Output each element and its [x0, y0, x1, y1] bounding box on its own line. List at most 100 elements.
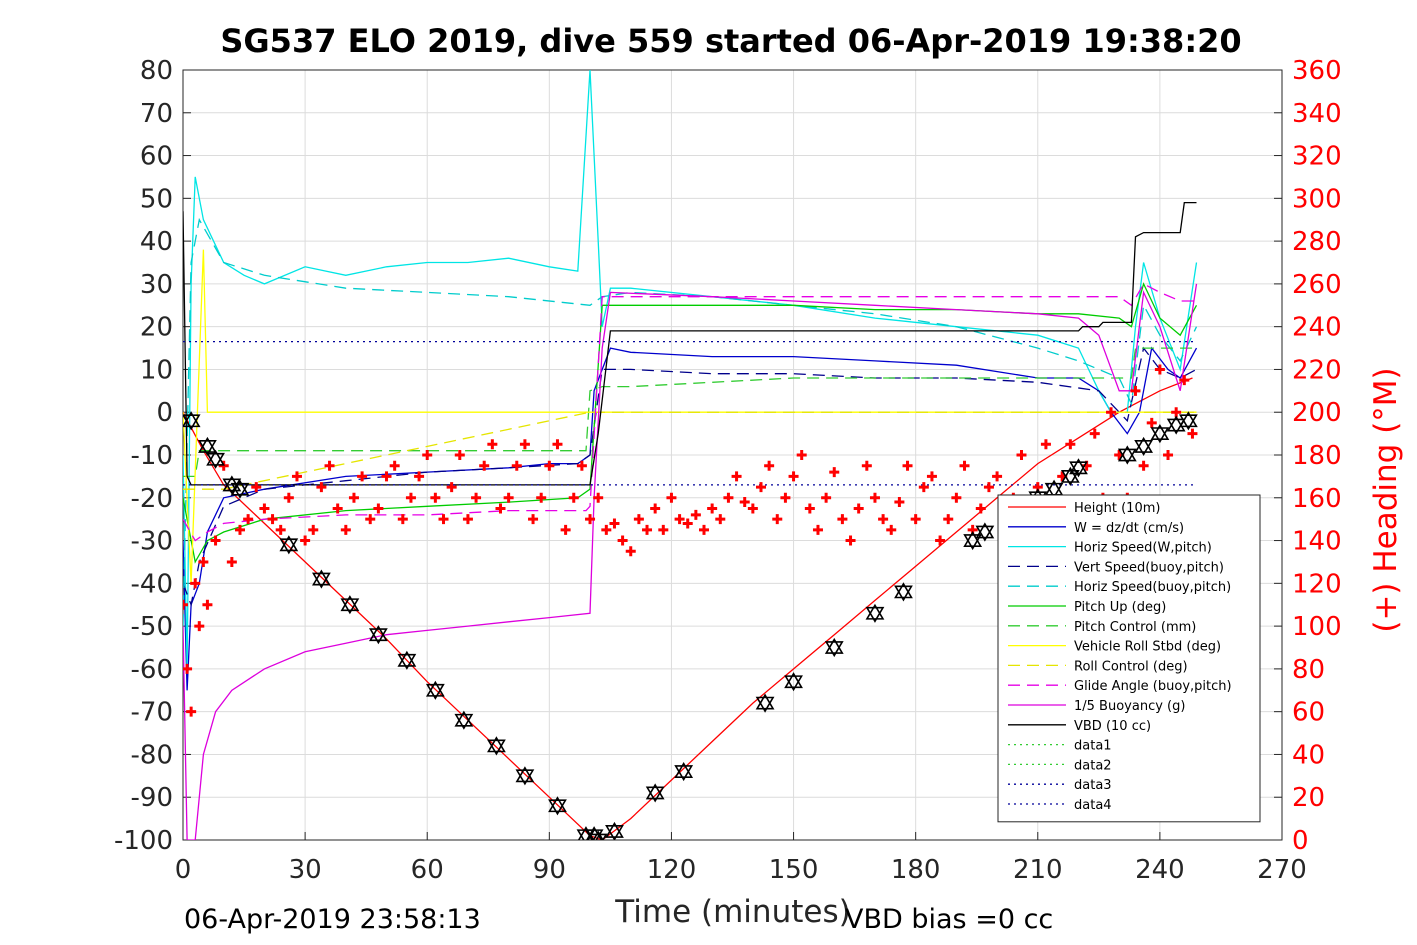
legend-entry: Vehicle Roll Stbd (deg) — [1074, 640, 1221, 655]
depth-marker-descent — [183, 411, 201, 431]
x-tick-label: 270 — [1257, 855, 1307, 885]
y-right-tick-label: 20 — [1292, 783, 1325, 813]
x-axis-label: Time (minutes) — [614, 894, 850, 930]
y-right-tick-label: 260 — [1292, 270, 1342, 300]
heading-point — [1138, 460, 1149, 471]
legend-entry: data4 — [1074, 798, 1112, 813]
heading-point — [422, 450, 433, 460]
y-tick-label: 20 — [140, 313, 173, 343]
heading-point — [511, 460, 522, 471]
legend-entry: Pitch Control (mm) — [1074, 620, 1196, 635]
heading-point — [1065, 439, 1076, 450]
y-right-tick-label: 340 — [1292, 99, 1342, 129]
heading-point — [674, 514, 685, 525]
depth-marker-ascent — [963, 530, 983, 551]
heading-point — [198, 556, 209, 567]
heading-point — [373, 503, 384, 514]
heading-point — [959, 460, 970, 471]
y-right-tick-label: 280 — [1292, 227, 1342, 257]
legend-entry: 1/5 Buoyancy (g) — [1074, 699, 1185, 714]
x-axis: 0 30 60 90 120 150 180 210 240 270 — [175, 832, 1307, 885]
y-right-tick-label: 60 — [1292, 698, 1325, 728]
heading-point — [454, 450, 465, 460]
heading-point — [723, 492, 734, 503]
series-line-8 — [183, 411, 1197, 490]
y-tick-label: -20 — [131, 484, 173, 514]
heading-point — [1130, 385, 1141, 396]
heading-point — [1016, 450, 1027, 460]
legend-box — [997, 494, 1261, 823]
depth-marker-descent — [454, 710, 474, 730]
heading-point — [1163, 450, 1174, 460]
series-line-6 — [183, 347, 1197, 478]
heading-point — [707, 503, 718, 514]
heading-point — [267, 514, 278, 525]
y-tick-label: 30 — [140, 270, 173, 300]
heading-point — [519, 439, 530, 450]
heading-point — [503, 492, 514, 503]
heading-point — [397, 514, 408, 525]
heading-point — [283, 492, 294, 503]
depth-marker-descent — [311, 569, 331, 589]
y-right-tick-label: 80 — [1292, 655, 1325, 685]
y-tick-label: -60 — [131, 655, 173, 685]
series-line-1 — [183, 346, 1198, 691]
y-right-tick-label: 40 — [1292, 740, 1325, 770]
heading-point — [935, 535, 946, 546]
heading-point — [788, 471, 799, 482]
heading-point — [1040, 439, 1051, 450]
legend-entry: Height (10m) — [1074, 501, 1160, 516]
heading-point — [226, 556, 237, 567]
x-tick-label: 150 — [769, 855, 819, 885]
y-right-tick-label: 300 — [1292, 184, 1342, 214]
heading-point — [869, 492, 880, 503]
x-tick-label: 30 — [289, 855, 322, 885]
y-axis-right-label: (+) Heading (°M) — [1368, 367, 1404, 632]
heading-point — [365, 514, 376, 525]
depth-marker-descent — [198, 436, 217, 457]
legend: Height (10m) W = dz/dt (cm/s) Horiz Speed(… — [997, 494, 1261, 823]
heading-point — [715, 514, 726, 525]
heading-point — [479, 460, 490, 471]
y-right-tick-label: 0 — [1292, 826, 1309, 856]
depth-marker-descent — [515, 766, 535, 786]
heading-point — [251, 482, 262, 493]
heading-point — [772, 514, 783, 525]
heading-point — [495, 503, 506, 514]
x-tick-label: 120 — [647, 855, 697, 885]
heading-point — [983, 482, 994, 493]
depth-marker-ascent — [1117, 445, 1137, 465]
y-right-tick-label: 180 — [1292, 441, 1342, 471]
heading-point — [918, 482, 929, 493]
heading-point — [210, 535, 221, 546]
heading-point — [381, 471, 392, 482]
heading-point — [796, 450, 807, 460]
legend-entry: Glide Angle (buoy,pitch) — [1074, 679, 1232, 694]
heading-point — [780, 492, 791, 503]
heading-point — [332, 503, 343, 514]
heading-point — [348, 492, 359, 503]
heading-point — [585, 514, 596, 525]
depth-marker-descent — [230, 479, 250, 499]
depth-marker-descent — [397, 650, 417, 670]
heading-point — [1106, 407, 1117, 418]
heading-point — [1146, 417, 1157, 428]
depth-marker-ascent — [1069, 458, 1088, 478]
depth-marker-ascent — [674, 761, 694, 782]
legend-entry: Horiz Speed(W,pitch) — [1074, 541, 1212, 556]
heading-point — [943, 514, 954, 525]
heading-point — [642, 524, 653, 535]
y-right-tick-label: 120 — [1292, 569, 1342, 599]
heading-point — [234, 524, 245, 535]
x-tick-label: 210 — [1013, 855, 1063, 885]
series-line-7 — [183, 249, 1197, 584]
heading-point — [389, 460, 400, 471]
heading-point — [690, 509, 701, 520]
y-tick-label: 60 — [140, 142, 173, 172]
heading-point — [992, 471, 1003, 482]
heading-point — [812, 524, 823, 535]
heading-point — [218, 460, 229, 471]
heading-point — [275, 524, 286, 535]
heading-point — [837, 514, 848, 525]
